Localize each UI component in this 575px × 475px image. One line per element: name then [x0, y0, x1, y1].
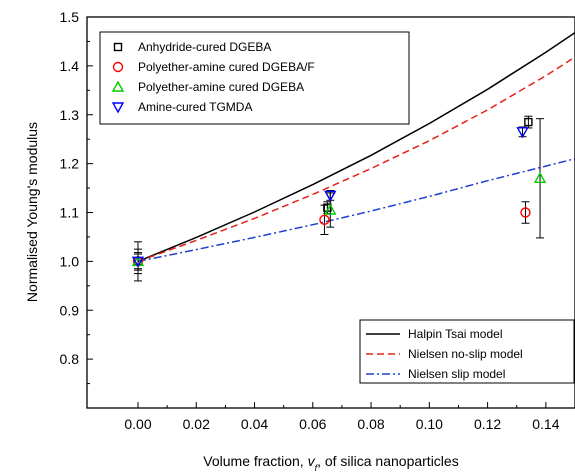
legend-models-frame: [359, 319, 575, 384]
legend-models: Halpin Tsai model Nielsen no-slip model Ni…: [359, 319, 575, 384]
legend-label: Nielsen no-slip model: [408, 347, 523, 361]
y-tick-label: 1.2: [60, 156, 80, 172]
x-tick-label: 0.10: [416, 416, 443, 432]
y-axis-title: Normalised Young's modulus: [24, 122, 40, 302]
legend-label: Polyether-amine cured DGEBA/F: [138, 60, 315, 74]
x-tick-label: 0.02: [183, 416, 210, 432]
x-tick-label: 0.04: [241, 416, 268, 432]
y-tick-label: 1.3: [60, 107, 80, 123]
model-line: [137, 56, 575, 263]
model-line: [137, 31, 575, 263]
model-line: [137, 157, 575, 263]
data-point: [324, 203, 337, 215]
legend-label: Nielsen slip model: [408, 367, 505, 381]
error-bar: [320, 204, 329, 235]
y-tick-label: 1.4: [60, 58, 80, 74]
x-tick-label: 0.06: [299, 416, 326, 432]
data-point: [524, 117, 533, 127]
x-tick-label: 0.00: [124, 416, 151, 432]
data-point: [319, 214, 330, 226]
y-tick-label: 1.0: [60, 253, 80, 269]
legend-label: Polyether-amine cured DGEBA: [138, 80, 304, 94]
data-point: [516, 127, 529, 139]
legend-markers-frame: [99, 31, 410, 125]
legend-marker: [111, 80, 125, 92]
data-point: [533, 171, 547, 183]
x-tick-label: 0.12: [474, 416, 501, 432]
data-point: [520, 207, 531, 218]
x-tick-label: 0.08: [357, 416, 384, 432]
axis-ticks: 0.00 0.02 0.04 0.06 0.08 0.10 0.12 0.14 0.8 0.9 1.…: [60, 9, 560, 432]
y-tick-label: 1.5: [60, 9, 80, 25]
data-points: [131, 115, 547, 282]
legend-marker: [113, 42, 123, 52]
legend-label: Halpin Tsai model: [408, 327, 503, 341]
data-point: [324, 190, 337, 202]
model-lines: [137, 31, 575, 263]
error-bar: [521, 201, 530, 224]
legend-markers: Anhydride-cured DGEBA Polyether-amine cur…: [99, 31, 410, 125]
x-tick-label: 0.14: [532, 416, 559, 432]
legend-marker: [111, 102, 125, 114]
y-tick-label: 0.9: [60, 302, 80, 318]
error-bar: [536, 118, 545, 239]
legend-label: Amine-cured TGMDA: [138, 100, 252, 114]
legend-marker: [112, 61, 124, 73]
y-tick-label: 0.8: [60, 351, 80, 367]
y-tick-label: 1.1: [60, 205, 80, 221]
x-axis-title: Volume fraction, vf, of silica nanoparti…: [203, 453, 458, 473]
legend-label: Anhydride-cured DGEBA: [138, 40, 271, 54]
data-point: [131, 256, 145, 268]
